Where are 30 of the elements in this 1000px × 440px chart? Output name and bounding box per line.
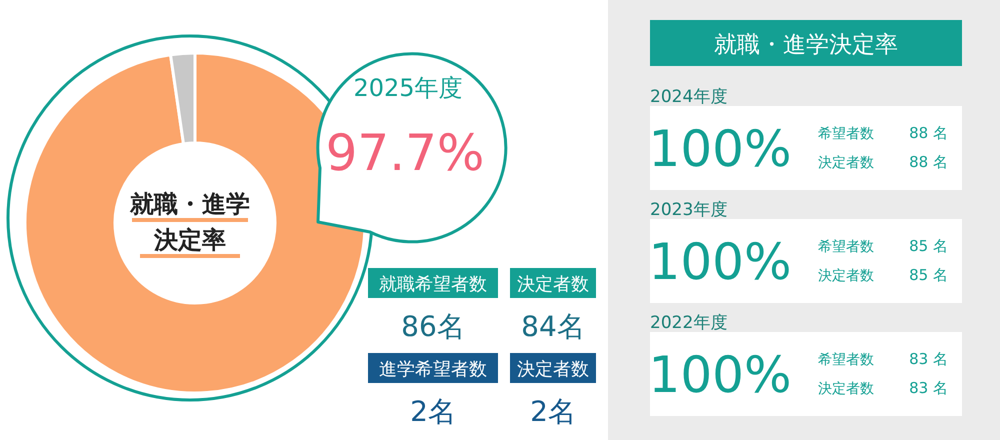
text: 2名 (530, 395, 576, 428)
text: 88 名 (909, 153, 948, 171)
text: 86名 (401, 310, 465, 343)
text: 83 名 (909, 350, 948, 368)
text: 決定者数 (818, 268, 874, 284)
text: 2023年度 (650, 200, 728, 220)
text: 希望者数 (818, 126, 874, 142)
text: 100% (648, 233, 792, 291)
text: 100% (648, 120, 792, 178)
text: 83 名 (909, 379, 948, 397)
text: 決定者数 (818, 381, 874, 397)
text: 85 名 (909, 266, 948, 284)
text: 就職・進学決定率 (714, 32, 898, 58)
text: 85 名 (909, 237, 948, 255)
text: 84名 (521, 310, 585, 343)
text: 2名 (410, 395, 456, 428)
text: 2024年度 (650, 87, 728, 107)
text: 進学希望者数 (379, 359, 487, 380)
text: 就職・進学決定率 (129, 190, 250, 254)
text: 希望者数 (818, 239, 874, 255)
data-label: 97.7% (326, 124, 484, 182)
text: 決定者数 (517, 274, 589, 295)
text: 就職希望者数 (379, 274, 487, 295)
text: 2022年度 (650, 313, 728, 333)
text: 2025年度 (353, 74, 463, 102)
text: 88 名 (909, 124, 948, 142)
text: 決定者数 (818, 155, 874, 171)
text: 100% (648, 346, 792, 404)
text: 決定者数 (517, 359, 589, 380)
text: 希望者数 (818, 352, 874, 368)
